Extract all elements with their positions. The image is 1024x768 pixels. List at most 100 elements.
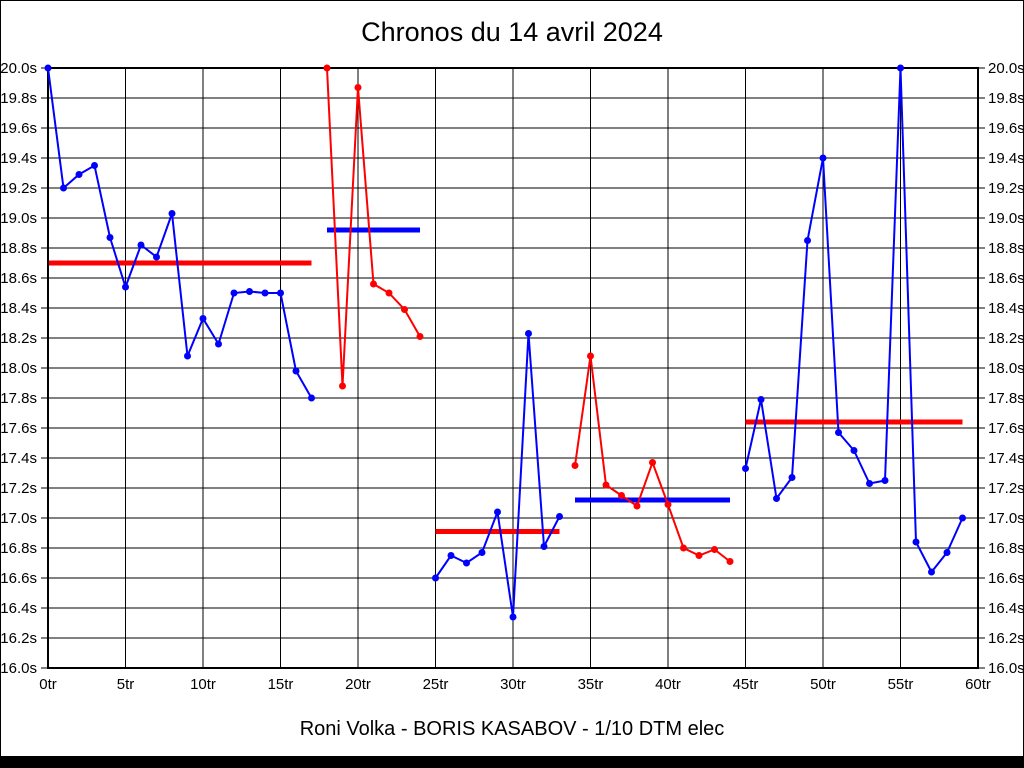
lap-point	[525, 330, 532, 337]
lap-point	[153, 253, 160, 261]
svg-text:35tr: 35tr	[578, 676, 604, 693]
svg-text:10tr: 10tr	[190, 676, 216, 693]
svg-text:17.6s: 17.6s	[988, 420, 1024, 437]
lap-point	[835, 429, 842, 436]
y-axis-labels-left: 16.0s 16.2s 16.4s 16.6s 16.8s 17.0s 17.2s 17.4s…	[1, 60, 37, 677]
svg-text:16.0s: 16.0s	[1, 660, 37, 677]
svg-text:17.8s: 17.8s	[988, 390, 1024, 407]
svg-text:19.4s: 19.4s	[988, 150, 1024, 167]
svg-text:19.4s: 19.4s	[1, 150, 37, 167]
svg-text:19.0s: 19.0s	[1, 210, 37, 227]
lap-point	[711, 546, 718, 553]
lap-point	[494, 508, 501, 516]
svg-text:20tr: 20tr	[345, 676, 371, 693]
svg-text:19.6s: 19.6s	[988, 120, 1024, 137]
lap-point	[60, 184, 67, 192]
lap-point	[649, 459, 656, 466]
svg-text:16.2s: 16.2s	[988, 630, 1024, 647]
svg-text:16.4s: 16.4s	[1, 600, 37, 617]
svg-text:19.2s: 19.2s	[988, 180, 1024, 197]
svg-text:18.6s: 18.6s	[988, 270, 1024, 287]
svg-text:16.6s: 16.6s	[988, 570, 1024, 587]
svg-text:16.8s: 16.8s	[1, 540, 37, 557]
lap-point	[44, 64, 52, 72]
lap-point	[540, 543, 548, 550]
lap-point	[788, 474, 796, 481]
lap-point	[354, 84, 362, 91]
lap-point	[246, 288, 253, 295]
svg-text:18.6s: 18.6s	[1, 270, 37, 287]
lap-point	[680, 544, 687, 552]
series-stint-5-blue	[742, 64, 966, 576]
series-stint-1-blue	[44, 64, 315, 402]
svg-text:0tr: 0tr	[39, 676, 57, 693]
lap-times-plot: 16.0s 16.2s 16.4s 16.6s 16.8s 17.0s 17.2s 17.4s…	[1, 60, 1024, 693]
x-axis-labels: 0tr 5tr 10tr 15tr 20tr 25tr 30tr 35tr 40tr 45tr 50…	[39, 676, 991, 693]
svg-text:17.8s: 17.8s	[1, 390, 37, 407]
lap-point	[742, 465, 749, 472]
svg-text:18.4s: 18.4s	[1, 300, 37, 317]
svg-text:5tr: 5tr	[117, 676, 135, 693]
lap-point	[122, 283, 129, 291]
lap-point	[199, 315, 207, 322]
lap-point	[866, 480, 873, 487]
lap-point	[91, 162, 98, 169]
lap-point	[184, 352, 191, 360]
svg-text:19.8s: 19.8s	[988, 90, 1024, 107]
lap-point	[804, 237, 811, 244]
lap-point	[416, 333, 424, 340]
y-axis-labels-right: 16.0s 16.2s 16.4s 16.6s 16.8s 17.0s 17.2s 17.4s…	[988, 60, 1024, 677]
svg-text:18.2s: 18.2s	[988, 330, 1024, 347]
lap-point	[385, 289, 393, 297]
lap-point	[432, 574, 439, 582]
lap-point	[819, 154, 827, 162]
lap-point	[292, 367, 300, 375]
lap-point	[261, 289, 269, 297]
svg-text:16.4s: 16.4s	[988, 600, 1024, 617]
svg-text:16.6s: 16.6s	[1, 570, 37, 587]
lap-point	[773, 495, 780, 502]
svg-text:17.0s: 17.0s	[1, 510, 37, 527]
lap-point	[618, 492, 625, 499]
svg-text:30tr: 30tr	[500, 676, 526, 693]
lap-point	[339, 382, 346, 390]
lap-point	[277, 289, 284, 297]
lap-point	[323, 64, 331, 72]
svg-text:18.0s: 18.0s	[988, 360, 1024, 377]
lap-point	[912, 538, 920, 546]
lap-point	[571, 462, 579, 469]
svg-text:17.2s: 17.2s	[988, 480, 1024, 497]
lap-point	[463, 559, 470, 567]
lap-point	[602, 481, 610, 489]
svg-text:19.8s: 19.8s	[1, 90, 37, 107]
svg-text:55tr: 55tr	[888, 676, 914, 693]
svg-text:19.2s: 19.2s	[1, 180, 37, 197]
lap-point	[943, 549, 951, 556]
svg-text:20.0s: 20.0s	[1, 60, 37, 77]
lap-point	[633, 502, 641, 510]
svg-text:19.6s: 19.6s	[1, 120, 37, 137]
svg-text:20.0s: 20.0s	[988, 60, 1024, 77]
chart-title: Chronos du 14 avril 2024	[361, 17, 663, 47]
lap-point	[308, 394, 315, 402]
lap-point	[757, 396, 765, 403]
svg-text:40tr: 40tr	[655, 676, 681, 693]
svg-text:18.4s: 18.4s	[988, 300, 1024, 317]
svg-text:15tr: 15tr	[268, 676, 294, 693]
lap-point	[587, 352, 594, 360]
lap-point	[230, 289, 238, 297]
svg-text:25tr: 25tr	[423, 676, 449, 693]
lap-point	[726, 558, 734, 565]
svg-text:17.4s: 17.4s	[988, 450, 1024, 467]
svg-text:19.0s: 19.0s	[988, 210, 1024, 227]
lap-point	[106, 234, 114, 241]
lap-point	[168, 210, 176, 217]
svg-text:60tr: 60tr	[965, 676, 991, 693]
svg-text:16.2s: 16.2s	[1, 630, 37, 647]
lap-point	[695, 552, 703, 559]
lap-point	[447, 552, 455, 559]
lap-point	[664, 501, 672, 508]
series-stint-2-red	[323, 64, 424, 390]
svg-text:17.4s: 17.4s	[1, 450, 37, 467]
